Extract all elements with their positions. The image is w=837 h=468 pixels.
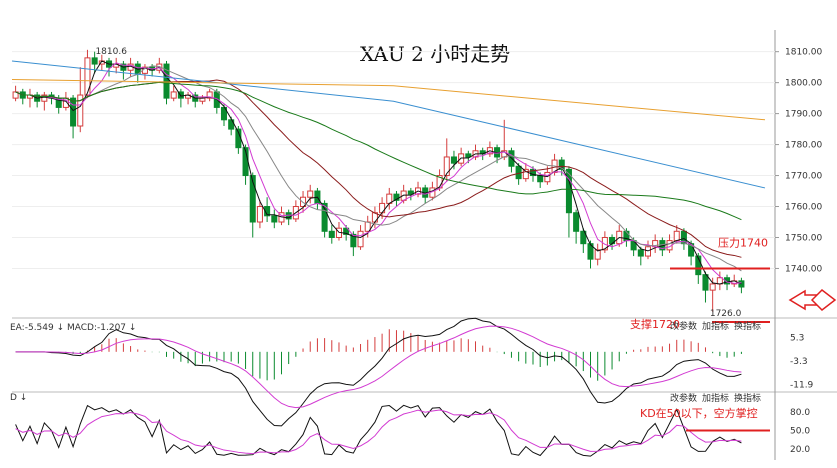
candle [206,91,213,99]
kd-tick-label: 80.0 [790,408,810,418]
candle [450,156,457,164]
kd-annotation: KD在50以下，空方掌控 [640,406,758,420]
candle [573,212,580,232]
candle [91,57,98,65]
macd-tick-label: -3.3 [790,357,808,367]
y-tick-label: 1740.00 [785,264,822,274]
macd-tick-label: -11.9 [790,380,814,390]
candle [321,202,328,232]
candle [695,255,702,276]
y-tick-label: 1760.00 [785,203,822,213]
ma-line-3 [15,60,742,285]
candle [271,215,278,223]
toolbar-label: 加指标 [702,392,729,404]
y-tick-label: 1800.00 [785,79,822,89]
ma-line-20 [15,79,742,258]
kd-d-line [15,409,742,455]
ma-line-long-blue [11,60,766,189]
candle [637,249,644,257]
support-label: 支撑1720 [630,317,680,331]
macd-dea-line [15,325,742,409]
candle [465,153,472,158]
candle [328,230,335,238]
candle [177,91,184,99]
candle [673,230,680,242]
candle [220,106,228,121]
ma-line-5 [15,62,742,284]
resistance-label: 压力1740 [718,236,768,249]
candle [379,202,386,214]
candle [522,168,529,180]
candle [307,190,314,198]
candle [565,168,572,214]
candle [529,168,537,177]
kd-k-line [15,404,742,457]
y-tick-label: 1790.00 [785,110,822,120]
candle [357,230,364,248]
candle [343,227,350,235]
candle [580,230,587,245]
candle [537,175,544,183]
chart-title: XAU 2 小时走势 [360,42,511,66]
candle [350,233,357,248]
macd-dif-line [15,317,742,427]
candle [594,249,601,260]
candle [170,91,177,99]
low-label: 1726.0 [710,309,742,319]
y-tick-label: 1780.00 [785,141,822,151]
candle [256,206,263,223]
y-tick-label: 1770.00 [785,172,822,182]
ma-line-10 [15,65,742,272]
candle [264,206,271,217]
candle [393,193,400,201]
candle [407,190,414,195]
kd-label: D ↓ [10,393,27,403]
candle [544,171,551,183]
candle [680,230,687,245]
candle [163,63,170,99]
candle [70,97,77,127]
arrow-icon [810,289,837,311]
toolbar-label: 换指标 [734,392,761,404]
ma-line-40 [15,81,742,221]
candle [558,159,565,170]
macd-label: EA:-5.549 ↓ MACD:-1.207 ↓ [10,323,136,333]
candle [724,277,731,285]
candle [77,94,84,127]
high-label: 1810.6 [95,47,127,57]
toolbar-label: 改参数 [670,392,697,404]
toolbar-label: 改参数 [670,320,697,332]
candle [601,236,608,251]
kd-tick-label: 20.0 [790,445,810,455]
toolbar-label: 加指标 [702,320,729,332]
candle [443,156,450,177]
toolbar-label: 换指标 [734,320,761,332]
candle [249,175,256,223]
y-tick-label: 1810.00 [785,48,822,58]
candle [12,91,19,99]
ma-line-long-orange [11,79,766,121]
kd-tick-label: 50.0 [790,427,810,437]
macd-tick-label: 5.3 [790,333,804,343]
y-tick-label: 1750.00 [785,233,822,243]
candle [709,283,716,291]
candle [41,94,48,102]
candle [84,57,91,96]
candle [702,274,709,291]
